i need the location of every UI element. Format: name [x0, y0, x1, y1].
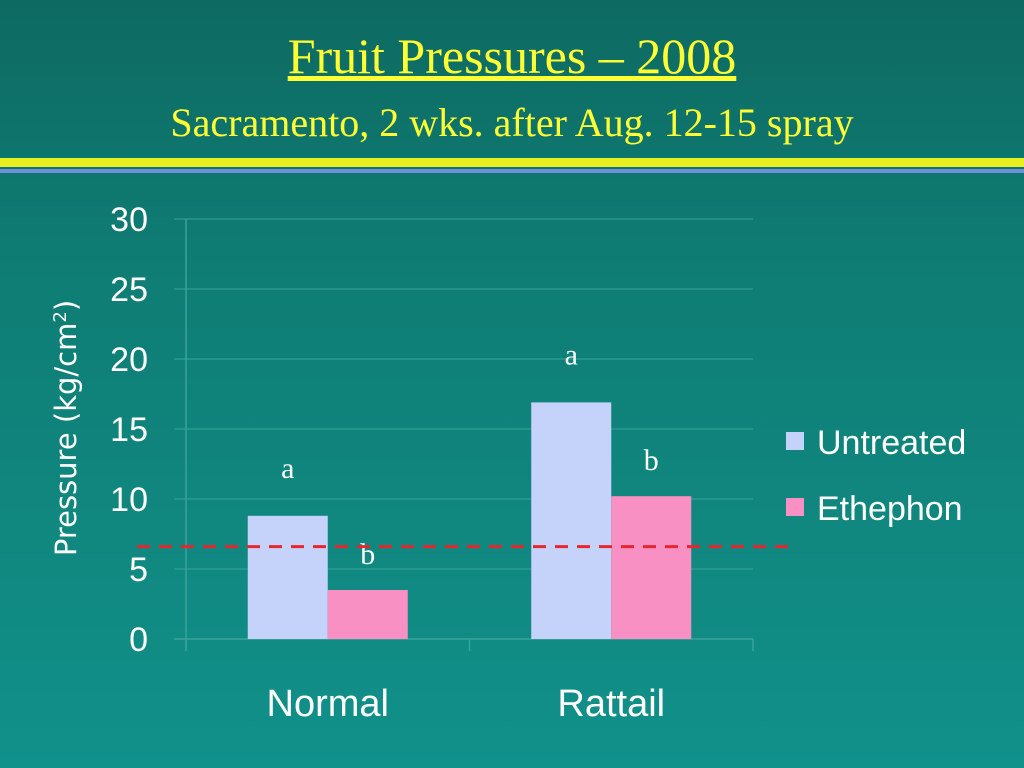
- legend-label-ethephon: Ethephon: [817, 490, 963, 528]
- x-tick-label: Normal: [267, 683, 389, 725]
- chart-legend: Untreated Ethephon: [786, 424, 966, 528]
- legend-swatch-untreated: [786, 432, 804, 450]
- bar-untreated-rattail: [531, 402, 612, 639]
- bar-ethephon-rattail: [611, 496, 692, 639]
- y-tick-label: 20: [110, 341, 148, 379]
- legend-swatch-ethephon: [786, 498, 804, 516]
- title-divider: [0, 158, 1024, 173]
- y-tick-label: 30: [110, 201, 148, 239]
- slide-subtitle: Sacramento, 2 wks. after Aug. 12-15 spra…: [170, 100, 854, 145]
- chart-labels: a b a b: [137, 338, 790, 571]
- chart-axes: 0 5 10 15 20 25 30 Normal Rattail: [110, 201, 754, 725]
- significance-letter: a: [565, 338, 578, 371]
- significance-letter: a: [281, 452, 294, 485]
- slide-title: Fruit Pressures – 2008: [287, 28, 737, 84]
- x-tick-label: Rattail: [557, 683, 665, 725]
- significance-letter: b: [360, 538, 375, 571]
- legend-label-untreated: Untreated: [817, 424, 966, 462]
- y-tick-label: 25: [110, 271, 148, 309]
- y-axis-title: Pressure (kg/cm2): [49, 300, 83, 556]
- y-tick-label: 0: [129, 621, 148, 659]
- y-tick-label: 5: [129, 551, 148, 589]
- bar-untreated-normal: [247, 515, 328, 639]
- y-tick-label: 10: [110, 481, 148, 519]
- y-tick-label: 15: [110, 411, 148, 449]
- chart-bars: [247, 402, 692, 639]
- significance-letter: b: [644, 444, 659, 477]
- bar-ethephon-normal: [327, 590, 408, 639]
